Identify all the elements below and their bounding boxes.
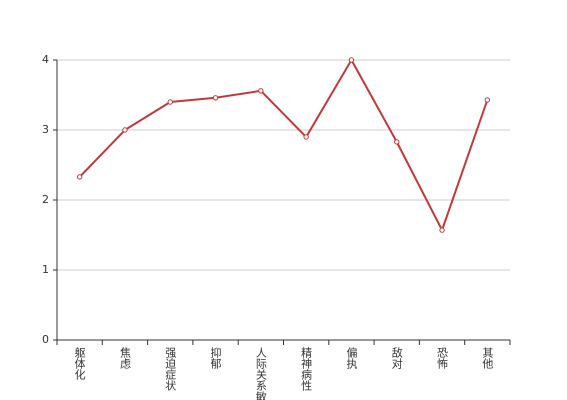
series-line: [78, 57, 489, 233]
data-point: [212, 95, 219, 101]
y-tick-label: 0: [42, 333, 49, 346]
data-point: [122, 127, 128, 133]
data-point: [439, 227, 445, 233]
x-tick-label: 偏执: [345, 346, 358, 370]
data-point: [348, 57, 355, 63]
x-tick-label: 恐怖: [436, 347, 449, 369]
x-tick-label: 躯体化: [73, 347, 86, 381]
x-tick-label: 焦虑: [118, 347, 131, 369]
y-tick-label: 1: [42, 263, 49, 276]
y-tick-label: 2: [42, 193, 49, 206]
x-tick-label: 抑郁: [209, 346, 222, 369]
y-tick-label: 4: [42, 53, 49, 66]
data-point: [76, 174, 83, 180]
data-point: [167, 99, 173, 105]
data-point: [258, 88, 264, 94]
y-tick-label: 3: [42, 123, 49, 136]
x-tick-label: 敌对: [390, 346, 403, 369]
x-tick-label: 强迫症状: [164, 347, 177, 391]
x-tick-label: 人际关系敏感: [254, 347, 267, 400]
x-tick-label: 其他: [481, 347, 494, 369]
x-tick-label: 精神病性: [300, 347, 313, 392]
data-point: [394, 139, 400, 145]
data-point: [303, 134, 309, 140]
data-point: [484, 97, 491, 103]
